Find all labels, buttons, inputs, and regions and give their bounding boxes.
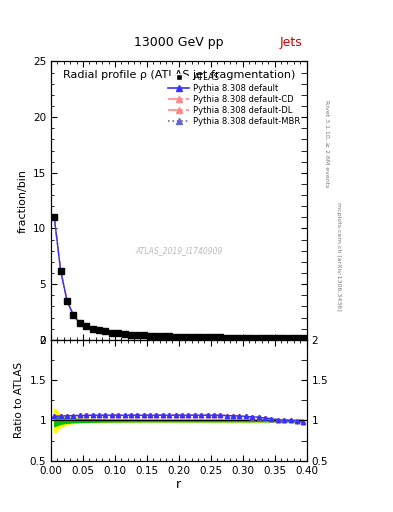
Y-axis label: fraction/bin: fraction/bin	[17, 168, 28, 232]
Text: Radial profile ρ (ATLAS jet fragmentation): Radial profile ρ (ATLAS jet fragmentatio…	[62, 70, 295, 80]
Text: 13000 GeV pp: 13000 GeV pp	[134, 36, 224, 49]
Y-axis label: Ratio to ATLAS: Ratio to ATLAS	[14, 362, 24, 438]
Text: Jets: Jets	[280, 36, 303, 49]
X-axis label: r: r	[176, 478, 182, 492]
Legend: ATLAS, Pythia 8.308 default, Pythia 8.308 default-CD, Pythia 8.308 default-DL, P: ATLAS, Pythia 8.308 default, Pythia 8.30…	[167, 71, 302, 128]
Text: mcplots.cern.ch [arXiv:1306.3436]: mcplots.cern.ch [arXiv:1306.3436]	[336, 202, 341, 310]
Text: Rivet 3.1.10, ≥ 2.6M events: Rivet 3.1.10, ≥ 2.6M events	[324, 100, 329, 187]
Text: ATLAS_2019_I1740909: ATLAS_2019_I1740909	[135, 246, 222, 255]
